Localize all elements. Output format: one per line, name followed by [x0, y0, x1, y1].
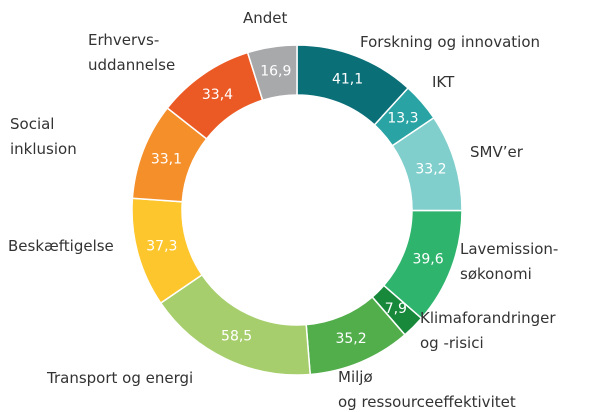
data-label: 13,3	[387, 110, 418, 126]
data-label: 39,6	[412, 251, 443, 267]
donut-segment	[246, 44, 298, 102]
data-label: 7,9	[385, 301, 407, 317]
category-label: Miljø og ressourceeffektivitet	[338, 368, 516, 411]
category-label: Andet	[243, 9, 288, 27]
category-label: Social inklusion	[10, 115, 77, 158]
data-label: 37,3	[146, 239, 177, 255]
data-label: 16,9	[260, 64, 291, 80]
data-label: 41,1	[332, 71, 363, 87]
category-label: SMV’er	[470, 143, 524, 161]
data-label: 33,1	[151, 152, 182, 168]
category-label: Transport og energi	[46, 369, 193, 387]
data-label: 35,2	[335, 331, 366, 347]
category-label: Erhvervs-uddannelse	[88, 31, 175, 74]
data-label: 33,2	[415, 161, 446, 177]
donut-segment	[159, 273, 311, 376]
category-label: IKT	[432, 73, 455, 91]
data-label: 58,5	[221, 328, 252, 344]
category-label: Lavemission-søkonomi	[460, 240, 558, 283]
category-label: Beskæftigelse	[8, 237, 114, 255]
category-label: Forskning og innovation	[360, 33, 540, 51]
category-label: Klimaforandringer og -risici	[420, 309, 556, 352]
data-label: 33,4	[202, 87, 233, 103]
